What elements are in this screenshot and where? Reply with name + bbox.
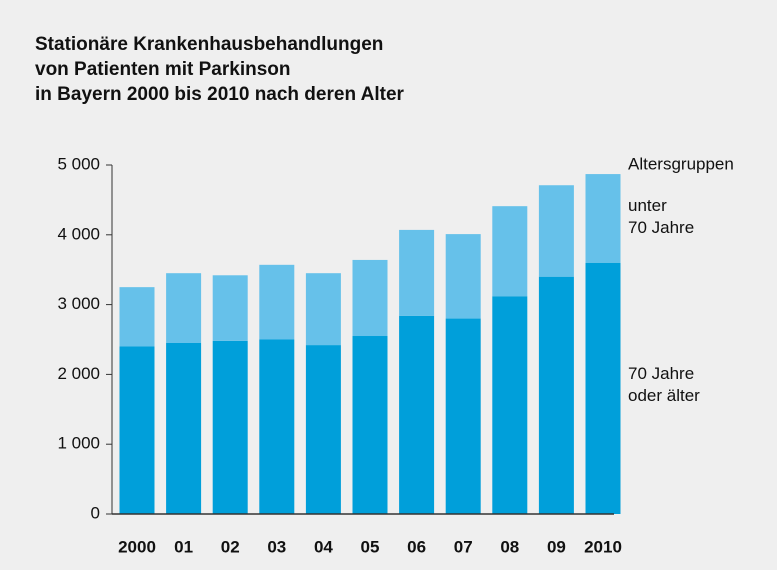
bar-segment — [212, 275, 248, 341]
bar-segment — [538, 185, 574, 277]
x-tick-label: 09 — [547, 537, 566, 556]
legend-label: unter 70 Jahre — [628, 196, 694, 237]
y-tick-label: 1 000 — [57, 434, 100, 453]
legend-label-line: unter — [628, 196, 671, 215]
bar-segment — [445, 234, 481, 319]
legend-title: Altersgruppen — [628, 154, 734, 173]
y-tick-label: 4 000 — [57, 224, 100, 243]
chart-title: von Patienten mit Parkinson — [35, 59, 291, 80]
bar-segment — [305, 273, 341, 346]
chart-title: Stationäre Krankenhausbehandlungen — [35, 34, 383, 55]
x-tick-label: 08 — [500, 537, 519, 556]
x-tick-label: 06 — [407, 537, 426, 556]
bar-segment — [538, 276, 574, 514]
bar-segment — [585, 174, 621, 263]
bar-segment — [166, 273, 202, 343]
y-tick-label: 3 000 — [57, 294, 100, 313]
bar-segment — [399, 315, 435, 514]
bar-segment — [492, 206, 528, 297]
bar-segment — [119, 287, 155, 347]
bar-segment — [352, 336, 388, 514]
x-tick-label: 07 — [454, 537, 473, 556]
x-tick-label: 04 — [314, 537, 333, 556]
x-tick-label: 05 — [361, 537, 380, 556]
legend-label-line: 70 Jahre — [628, 364, 699, 383]
x-tick-label: 2010 — [584, 537, 622, 556]
bar-segment — [352, 259, 388, 337]
bar-segment — [166, 342, 202, 514]
bar-segment — [492, 296, 528, 514]
x-tick-label: 01 — [174, 537, 193, 556]
bar-segment — [259, 339, 295, 514]
y-tick-label: 2 000 — [57, 364, 100, 383]
bar-segment — [259, 264, 295, 340]
legend-label: 70 Jahre oder älter — [628, 364, 700, 405]
bar-segment — [585, 262, 621, 514]
y-tick-label: 0 — [91, 503, 100, 522]
x-tick-label: 03 — [267, 537, 286, 556]
bar-segment — [399, 229, 435, 316]
bar-segment — [305, 345, 341, 514]
bar-segment — [119, 346, 155, 514]
y-tick-label: 5 000 — [57, 154, 100, 173]
legend-label-line: 70 Jahre — [628, 218, 694, 237]
bar-segment — [445, 318, 481, 514]
legend-label-line: oder älter — [628, 386, 700, 405]
chart-title: in Bayern 2000 bis 2010 nach deren Alter — [35, 84, 405, 105]
bar-segment — [212, 340, 248, 514]
x-tick-label: 2000 — [118, 537, 156, 556]
x-tick-label: 02 — [221, 537, 240, 556]
